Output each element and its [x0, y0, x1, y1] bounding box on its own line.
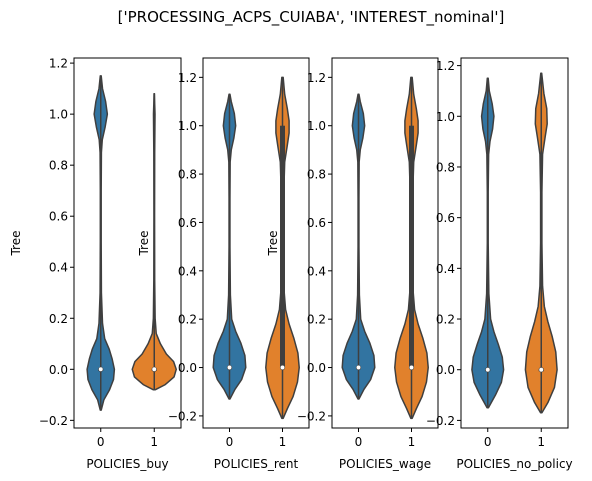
- x-tick-label: 1: [408, 435, 416, 449]
- axes-frame: [73, 57, 182, 429]
- figure-title: ['PROCESSING_ACPS_CUIABA', 'INTEREST_nom…: [118, 8, 505, 27]
- x-axis-label: POLICIES_no_policy: [456, 457, 572, 471]
- axes-frame: [460, 57, 569, 429]
- y-tick-label: 1.0: [49, 108, 68, 122]
- y-tick-label: −0.2: [168, 409, 197, 423]
- y-tick-label: 0.4: [49, 261, 68, 275]
- median-point-POLICIES_no_policy-0: [485, 367, 491, 373]
- y-tick-label: −0.2: [39, 414, 68, 428]
- axes-frame: [331, 57, 439, 429]
- y-tick-label: 0.4: [178, 264, 197, 278]
- y-tick-label: 0.6: [307, 216, 326, 230]
- axes-frame: [202, 57, 310, 429]
- y-tick-label: 1.2: [49, 57, 68, 71]
- y-axis-label: Tree: [266, 230, 280, 256]
- x-tick-label: 1: [150, 435, 158, 449]
- y-tick-label: −0.2: [297, 409, 326, 423]
- y-tick-label: 1.2: [178, 71, 197, 85]
- median-point-POLICIES_buy-0: [98, 366, 104, 372]
- y-tick-label: 0.2: [178, 313, 197, 327]
- median-point-POLICIES_rent-0: [226, 364, 233, 371]
- y-tick-label: 1.0: [436, 110, 455, 124]
- x-axis-label: POLICIES_buy: [86, 457, 168, 471]
- y-tick-label: 0.2: [307, 313, 326, 327]
- subplots: −0.2 0.0 0.2 0.4 0.6 0.8 1.0 1.2 0 1 POLICIES_buy T…: [9, 57, 573, 471]
- iqr-box-POLICIES_wage-1: [409, 125, 414, 368]
- median-point-POLICIES_no_policy-1: [538, 367, 544, 373]
- y-tick-label: 0.8: [307, 168, 326, 182]
- x-axis-label: POLICIES_rent: [214, 457, 299, 471]
- iqr-box-POLICIES_rent-1: [280, 125, 285, 368]
- x-axis-label: POLICIES_wage: [339, 457, 431, 471]
- y-tick-label: 1.2: [307, 71, 326, 85]
- median-point-POLICIES_wage-1: [408, 364, 415, 371]
- y-tick-label: 0.8: [436, 160, 455, 174]
- y-tick-label: 0.8: [178, 168, 197, 182]
- y-tick-label: 0.0: [307, 361, 326, 375]
- y-tick-label: 0.0: [436, 363, 455, 377]
- x-tick-label: 0: [226, 435, 234, 449]
- subplot-1: −0.2 0.0 0.2 0.4 0.6 0.8 1.0 1.2 0 1 POLICIES_buy T…: [9, 57, 182, 471]
- y-tick-label: 0.2: [49, 312, 68, 326]
- y-axis-label: Tree: [137, 230, 151, 256]
- subplot-4: −0.2 0.0 0.2 0.4 0.6 0.8 1.0 1.2 0 1 POLICIES_no_p…: [426, 57, 573, 471]
- median-point-POLICIES_wage-0: [355, 364, 362, 371]
- median-point-POLICIES_rent-1: [279, 364, 286, 371]
- x-tick-label: 1: [279, 435, 287, 449]
- subplot-3: −0.2 0.0 0.2 0.4 0.6 0.8 1.0 1.2 0 1 POLICIES_wage…: [266, 57, 439, 471]
- median-point-POLICIES_buy-1: [151, 366, 157, 372]
- y-tick-label: 0.6: [178, 216, 197, 230]
- y-tick-label: 0.2: [436, 313, 455, 327]
- y-tick-label: 1.0: [178, 119, 197, 133]
- y-tick-label: 0.4: [436, 262, 455, 276]
- y-tick-label: 0.6: [49, 210, 68, 224]
- subplot-2: −0.2 0.0 0.2 0.4 0.6 0.8 1.0 1.2 0 1 POLICIES_rent…: [137, 57, 310, 471]
- y-axis-label: Tree: [9, 230, 23, 256]
- x-tick-label: 0: [355, 435, 363, 449]
- x-tick-label: 0: [484, 435, 492, 449]
- y-tick-label: 0.0: [178, 361, 197, 375]
- y-tick-label: 0.4: [307, 264, 326, 278]
- y-tick-label: 1.2: [436, 59, 455, 73]
- y-tick-label: 1.0: [307, 119, 326, 133]
- x-tick-label: 1: [537, 435, 545, 449]
- x-tick-label: 0: [97, 435, 105, 449]
- y-tick-label: 0.6: [436, 211, 455, 225]
- y-tick-label: 0.0: [49, 363, 68, 377]
- y-tick-label: −0.2: [426, 414, 455, 428]
- y-tick-label: 0.8: [49, 159, 68, 173]
